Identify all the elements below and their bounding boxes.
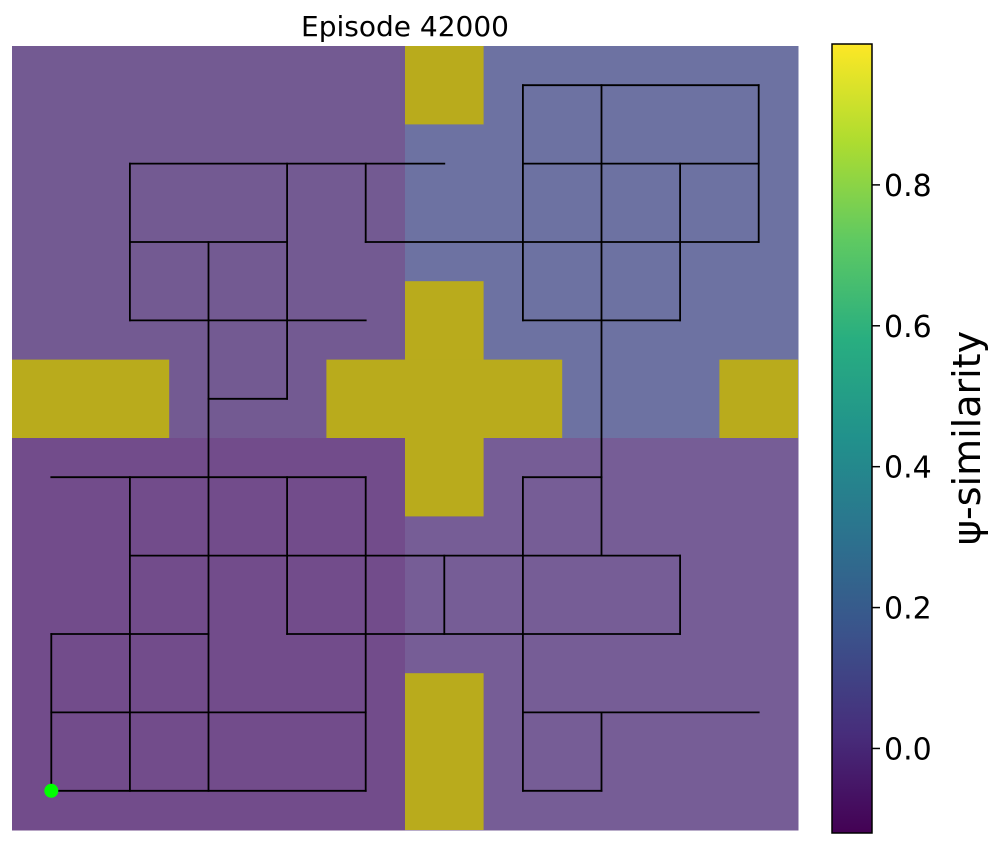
colorbar-tick-label: 0.2 (884, 592, 932, 627)
colorbar-ticks: 0.0 0.2 0.4 0.6 0.8 (872, 169, 932, 767)
heatmap-plot (12, 46, 799, 831)
colorbar-tick-label: 0.4 (884, 451, 932, 486)
wall-block (326, 359, 563, 438)
colorbar-label: ψ-similarity (945, 331, 989, 545)
colorbar-tick-label: 0.6 (884, 310, 932, 345)
start-marker-layer (44, 783, 59, 798)
wall-block (719, 359, 798, 438)
colorbar-gradient (831, 43, 873, 834)
colorbar-tick-label: 0.8 (884, 169, 932, 204)
wall-cells (12, 46, 798, 830)
colorbar-tick-label: 0.0 (884, 732, 932, 767)
wall-block (405, 673, 484, 830)
start-marker (44, 783, 59, 798)
chart-title: Episode 42000 (301, 10, 509, 43)
wall-block (405, 46, 484, 125)
trajectory-paths (50, 84, 760, 792)
colorbar: 0.0 0.2 0.4 0.6 0.8 ψ-similarity (831, 43, 989, 834)
wall-block (12, 359, 170, 438)
